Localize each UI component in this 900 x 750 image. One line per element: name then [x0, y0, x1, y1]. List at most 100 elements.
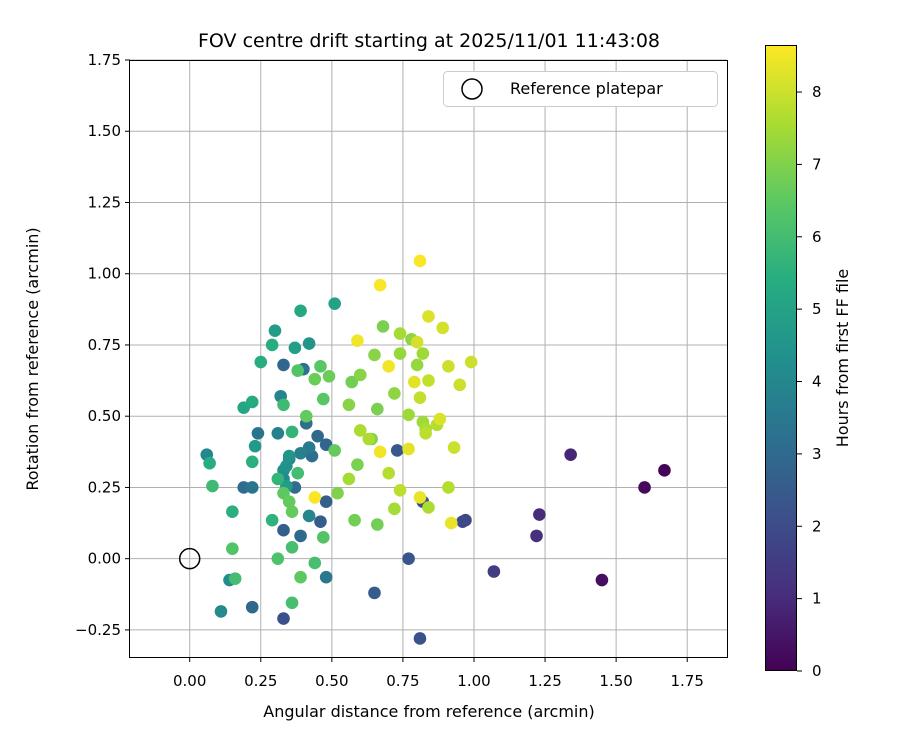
data-point [282, 449, 296, 463]
data-point [393, 347, 407, 360]
y-tick-label: 1.75 [88, 51, 121, 69]
data-point [226, 505, 239, 518]
plot-frame [129, 60, 728, 658]
grid [130, 59, 727, 657]
data-point [271, 552, 285, 565]
colorbar-frame [765, 45, 797, 671]
data-point [371, 518, 384, 531]
data-point [393, 483, 407, 497]
data-point [382, 360, 396, 373]
data-point [271, 472, 285, 486]
data-point [314, 515, 327, 528]
chart-title: FOV centre drift starting at 2025/11/01 … [198, 30, 660, 52]
colorbar-tick-label: 1 [812, 590, 822, 608]
data-point [402, 552, 415, 565]
data-point [353, 424, 367, 437]
data-point [564, 448, 577, 461]
data-point [422, 374, 435, 387]
colorbar-tick-label: 5 [812, 300, 822, 318]
colorbar-tick-label: 0 [812, 662, 822, 680]
data-point [285, 505, 299, 518]
data-point [351, 458, 364, 471]
data-point [322, 370, 336, 383]
data-point [422, 501, 435, 514]
data-point [251, 427, 265, 440]
data-point [442, 360, 455, 373]
data-point [228, 572, 242, 585]
data-point [308, 372, 322, 386]
data-point [282, 495, 296, 508]
data-point [206, 479, 219, 493]
y-tick-label: 1.00 [88, 265, 121, 283]
data-point [265, 338, 279, 352]
data-point [407, 375, 421, 389]
data-point [314, 360, 327, 373]
colorbar-tick-label: 2 [812, 517, 822, 535]
data-point [291, 364, 305, 377]
data-point [277, 612, 290, 625]
data-point [416, 347, 430, 360]
data-point [285, 425, 299, 439]
data-point [487, 565, 501, 578]
data-point [410, 335, 424, 349]
y-tick-label: 0.00 [88, 550, 121, 568]
data-point [331, 486, 344, 500]
data-point [530, 529, 543, 543]
y-tick-label: 0.75 [88, 336, 121, 354]
data-point [413, 491, 427, 504]
data-point [317, 392, 330, 406]
colorbar-ticks: 0 1 2 3 4 5 6 7 8 [797, 83, 822, 680]
legend-marker-icon [461, 78, 483, 100]
data-point [294, 570, 307, 584]
data-point [311, 429, 324, 443]
data-point [422, 310, 435, 323]
reference-platepar-marker [178, 547, 201, 570]
data-point [288, 341, 302, 355]
y-tick-label: 0.50 [88, 407, 121, 425]
data-point [317, 531, 330, 544]
data-point [413, 632, 427, 645]
data-point [658, 464, 671, 477]
data-point [245, 481, 259, 494]
data-point [402, 408, 415, 422]
data-point [342, 398, 356, 412]
data-point [214, 605, 228, 618]
data-point [402, 442, 415, 456]
data-point [271, 427, 285, 440]
data-point [302, 509, 316, 523]
data-point [245, 395, 259, 409]
data-point [291, 466, 305, 480]
data-point [362, 432, 376, 446]
data-point [245, 600, 259, 614]
data-point [328, 444, 341, 457]
data-point [410, 358, 424, 372]
colorbar-tick-label: 7 [812, 155, 822, 173]
legend: Reference platepar [443, 71, 718, 107]
data-point [371, 402, 384, 416]
legend-label: Reference platepar [510, 79, 663, 98]
data-point [433, 412, 447, 426]
data-point [373, 278, 387, 292]
data-point [376, 320, 390, 333]
data-point [277, 358, 290, 372]
colorbar-gradient [765, 45, 797, 671]
data-point [299, 409, 313, 423]
colorbar-tick-label: 8 [812, 83, 822, 101]
data-point [388, 502, 401, 516]
data-point [277, 398, 290, 412]
data-point [285, 540, 299, 554]
y-tick-label: −0.25 [75, 621, 121, 639]
data-point [388, 387, 401, 400]
data-point [294, 446, 307, 460]
data-point [245, 455, 259, 469]
data-point [393, 327, 407, 340]
y-axis-label: Rotation from reference (arcmin) [23, 227, 42, 490]
x-axis-label: Angular distance from reference (arcmin) [263, 702, 594, 721]
data-point [345, 375, 359, 389]
data-point [453, 378, 467, 392]
x-tick-label: 0.50 [315, 672, 348, 690]
x-tick-label: 0.00 [173, 672, 206, 690]
data-point [413, 391, 427, 404]
data-point [390, 444, 404, 457]
